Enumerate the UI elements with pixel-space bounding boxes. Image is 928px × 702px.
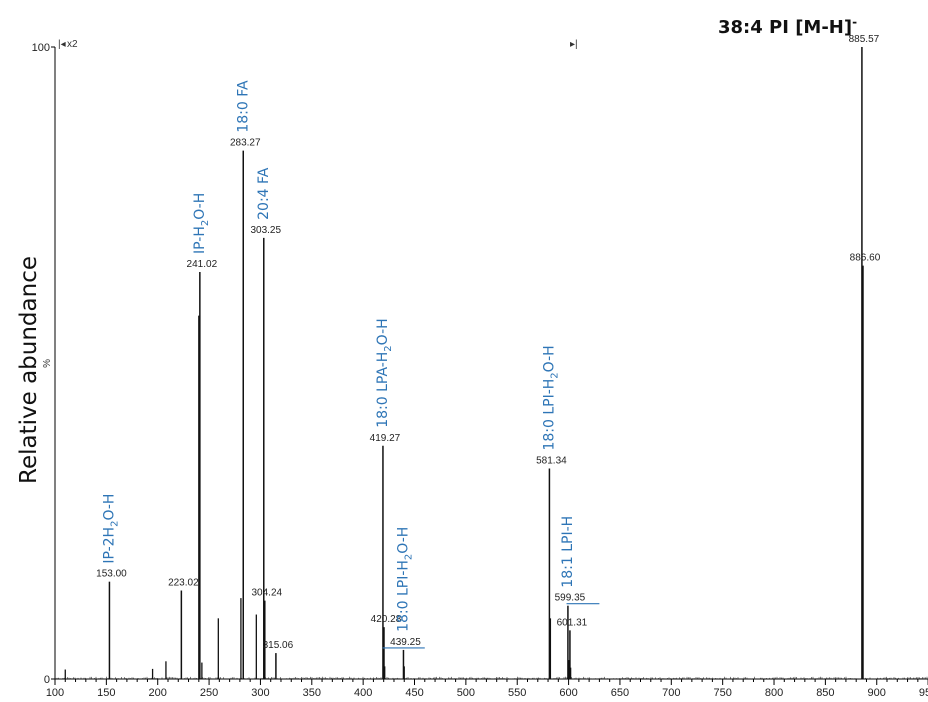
title-layer: 38:4 PI [M-H]- Relative abundance x2 xyxy=(16,15,857,484)
peak-label-599.35: 599.35 xyxy=(555,593,586,604)
annotation-18-1-lpi-h: 18:1 LPI-H xyxy=(560,516,576,588)
peak-label-283.27: 283.27 xyxy=(230,138,261,149)
x-tick-label: 300 xyxy=(251,687,269,699)
peak-label-241.02: 241.02 xyxy=(187,259,218,270)
x-tick-label: 350 xyxy=(303,687,321,699)
peak-label-153.00: 153.00 xyxy=(96,569,127,580)
x-tick-label: 550 xyxy=(508,687,526,699)
x-tick-label: 200 xyxy=(149,687,167,699)
x-tick-label: 600 xyxy=(559,687,577,699)
annotation-ip-h: IP-H2O-H xyxy=(192,193,211,254)
zoom-end-marker: ▸| xyxy=(570,39,578,50)
x-tick-label: 100 xyxy=(46,687,64,699)
x-tick-label: 250 xyxy=(200,687,218,699)
x-tick-label: 700 xyxy=(662,687,680,699)
peak-label-601.31: 601.31 xyxy=(557,617,588,628)
peak-label-304.24: 304.24 xyxy=(251,588,282,599)
x-tick-label: 800 xyxy=(765,687,783,699)
x-tick-label: 150 xyxy=(97,687,115,699)
peak-label-419.27: 419.27 xyxy=(370,433,401,444)
peak-label-315.06: 315.06 xyxy=(263,640,294,651)
peak-label-581.34: 581.34 xyxy=(536,456,567,467)
y-tick-label: 100 xyxy=(32,42,50,54)
x-tick-label: 950 xyxy=(919,687,928,699)
x-tick-label: 500 xyxy=(457,687,475,699)
x-tick-label: 850 xyxy=(816,687,834,699)
peaks-layer xyxy=(64,47,864,679)
x-tick-label: 400 xyxy=(354,687,372,699)
annotation-ip-2h: IP-2H2O-H xyxy=(101,494,120,564)
x-tick-label: 750 xyxy=(713,687,731,699)
x-tick-label: 650 xyxy=(611,687,629,699)
x-tick-label: 900 xyxy=(868,687,886,699)
y-axis-label: Relative abundance xyxy=(16,256,42,484)
peak-label-885.57: 885.57 xyxy=(849,34,880,45)
annotation-20-4-fa: 20:4 FA xyxy=(256,167,272,220)
x-tick-label: 450 xyxy=(405,687,423,699)
zoom-start-marker: |◂ xyxy=(58,39,66,50)
peak-labels-layer: 153.00 223.02 241.02 283.27 303.25 304.24 315.… xyxy=(96,34,881,651)
peak-label-439.25: 439.25 xyxy=(390,637,421,648)
peak-label-420.28: 420.28 xyxy=(371,614,402,625)
annotation-18-0-lpa-h: 18:0 LPA-H2O-H xyxy=(375,318,394,427)
annotations-layer: IP-2H2O-H IP-H2O-H 18:0 FA 20:4 FA 18:0 LPA-… xyxy=(101,80,600,649)
y-axis-percent-label: % xyxy=(42,359,53,368)
peak-label-303.25: 303.25 xyxy=(250,225,281,236)
chart-title: 38:4 PI [M-H]- xyxy=(718,15,857,38)
annotation-18-0-lpi-h: 18:0 LPI-H2O-H xyxy=(541,345,560,450)
zoom-factor-label: x2 xyxy=(67,39,78,50)
chart-title-superscript: - xyxy=(852,15,857,29)
y-tick-label: 0 xyxy=(44,674,50,686)
peak-label-223.02: 223.02 xyxy=(168,578,199,589)
annotation-18-0-lpi-h: 18:0 LPI-H2O-H xyxy=(395,527,414,632)
peak-label-886.60: 886.60 xyxy=(850,253,881,264)
chart-title-main: 38:4 PI [M-H] xyxy=(718,17,852,38)
annotation-18-0-fa: 18:0 FA xyxy=(235,80,251,133)
